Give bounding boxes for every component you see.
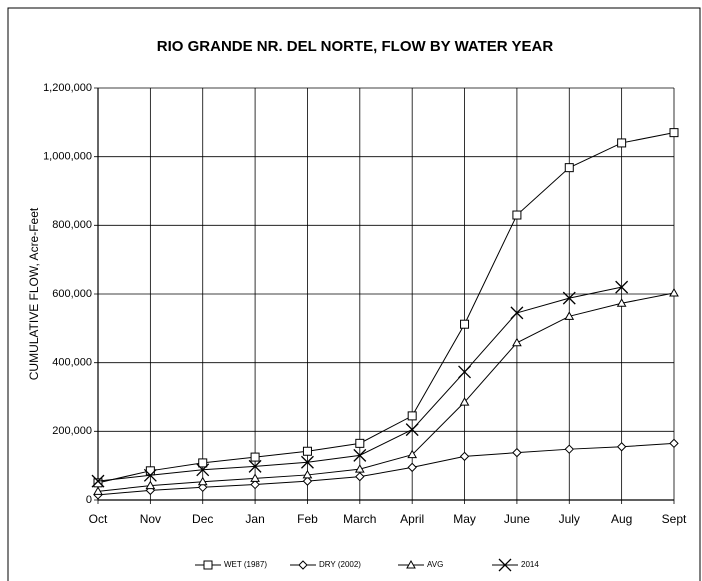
data-point (353, 448, 367, 462)
x-tick-label: Dec (192, 512, 213, 526)
data-point (458, 365, 472, 379)
data-point (459, 451, 470, 462)
data-point (302, 476, 313, 486)
x-tick-label: May (453, 512, 476, 526)
data-point (669, 438, 679, 449)
data-point (564, 311, 575, 320)
data-point (93, 478, 103, 488)
y-tick-label: 600,000 (52, 288, 92, 300)
x-tick-label: April (400, 512, 424, 526)
data-point (93, 486, 103, 495)
data-point (459, 397, 470, 406)
data-point (302, 446, 312, 456)
y-tick-label: 200,000 (52, 425, 92, 437)
x-tick-label: Feb (297, 512, 318, 526)
data-point (512, 447, 522, 458)
data-point (562, 291, 576, 305)
data-point (405, 423, 419, 437)
x-tick-label: March (343, 512, 376, 526)
legend-marker (406, 559, 416, 569)
data-point (564, 163, 574, 173)
chart-border (7, 7, 701, 581)
data-point (300, 455, 314, 469)
data-point (143, 468, 157, 482)
x-tick-label: July (559, 512, 580, 526)
x-tick-label: Sept (662, 512, 687, 526)
data-point (616, 442, 627, 452)
data-point (355, 438, 365, 448)
data-point (407, 411, 417, 421)
y-axis-label: CUMULATIVE FLOW, Acre-Feet (27, 207, 41, 380)
data-point (250, 473, 260, 482)
legend-marker (298, 560, 308, 570)
data-point (248, 459, 262, 473)
chart-title: RIO GRANDE NR. DEL NORTE, FLOW BY WATER … (157, 38, 554, 55)
data-point (669, 128, 679, 138)
legend-label: AVG (427, 560, 443, 569)
data-point (91, 474, 105, 488)
series-line (97, 442, 675, 496)
data-point (512, 210, 522, 220)
data-point (460, 319, 470, 329)
y-tick-label: 1,000,000 (43, 151, 92, 163)
data-point (196, 463, 210, 477)
data-point (407, 462, 417, 473)
y-tick-label: 800,000 (52, 219, 92, 231)
data-point (250, 479, 260, 490)
data-point (355, 471, 365, 482)
legend-marker (498, 558, 512, 572)
x-tick-label: June (504, 512, 530, 526)
legend-label: DRY (2002) (319, 560, 361, 569)
data-point (250, 452, 260, 462)
y-tick-label: 0 (86, 494, 92, 506)
data-point (512, 337, 522, 347)
data-point (669, 287, 679, 297)
data-point (354, 464, 365, 473)
data-point (510, 306, 524, 320)
x-tick-label: Nov (140, 512, 161, 526)
data-point (615, 280, 629, 294)
data-point (564, 444, 574, 454)
data-point (198, 458, 208, 468)
legend-marker (203, 560, 213, 570)
legend-label: 2014 (521, 560, 539, 569)
y-tick-label: 1,200,000 (43, 82, 92, 94)
x-tick-label: Aug (611, 512, 632, 526)
y-tick-label: 400,000 (52, 357, 92, 369)
series-line (97, 292, 675, 492)
x-tick-label: Jan (245, 512, 264, 526)
data-point (616, 298, 627, 307)
data-point (197, 476, 208, 486)
data-point (145, 466, 155, 476)
data-point (145, 480, 156, 490)
data-point (617, 138, 627, 148)
series-line (97, 132, 675, 484)
data-point (302, 469, 313, 479)
data-point (407, 449, 418, 459)
x-tick-label: Oct (89, 512, 108, 526)
legend-label: WET (1987) (224, 560, 267, 569)
